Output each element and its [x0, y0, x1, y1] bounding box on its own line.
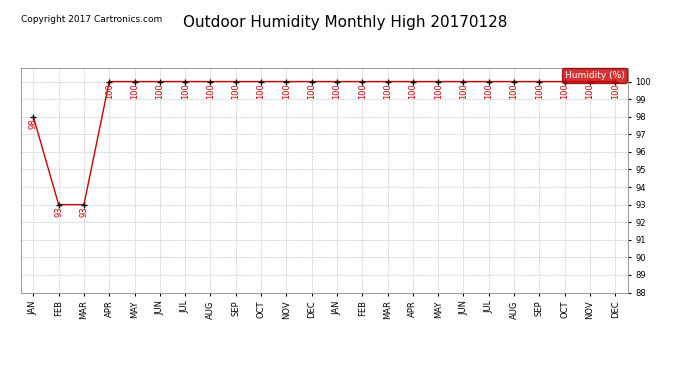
- Text: 100: 100: [231, 83, 240, 99]
- Text: 100: 100: [585, 83, 595, 99]
- Text: 100: 100: [408, 83, 417, 99]
- Text: 100: 100: [333, 83, 342, 99]
- Text: 100: 100: [560, 83, 569, 99]
- Text: 100: 100: [105, 83, 114, 99]
- Text: 100: 100: [383, 83, 392, 99]
- Text: 100: 100: [282, 83, 291, 99]
- Text: 100: 100: [257, 83, 266, 99]
- Text: 100: 100: [307, 83, 316, 99]
- Text: 100: 100: [611, 83, 620, 99]
- Text: 100: 100: [155, 83, 164, 99]
- Text: 100: 100: [484, 83, 493, 99]
- Text: 98: 98: [29, 118, 38, 129]
- Text: 100: 100: [206, 83, 215, 99]
- Text: 100: 100: [459, 83, 468, 99]
- Text: 93: 93: [79, 206, 88, 217]
- Text: Outdoor Humidity Monthly High 20170128: Outdoor Humidity Monthly High 20170128: [183, 15, 507, 30]
- Legend: Humidity (%): Humidity (%): [562, 68, 627, 83]
- Text: 100: 100: [535, 83, 544, 99]
- Text: 93: 93: [54, 206, 63, 217]
- Text: 100: 100: [433, 83, 443, 99]
- Text: 100: 100: [357, 83, 367, 99]
- Text: 100: 100: [181, 83, 190, 99]
- Text: 100: 100: [509, 83, 519, 99]
- Text: 100: 100: [130, 83, 139, 99]
- Text: Copyright 2017 Cartronics.com: Copyright 2017 Cartronics.com: [21, 15, 162, 24]
